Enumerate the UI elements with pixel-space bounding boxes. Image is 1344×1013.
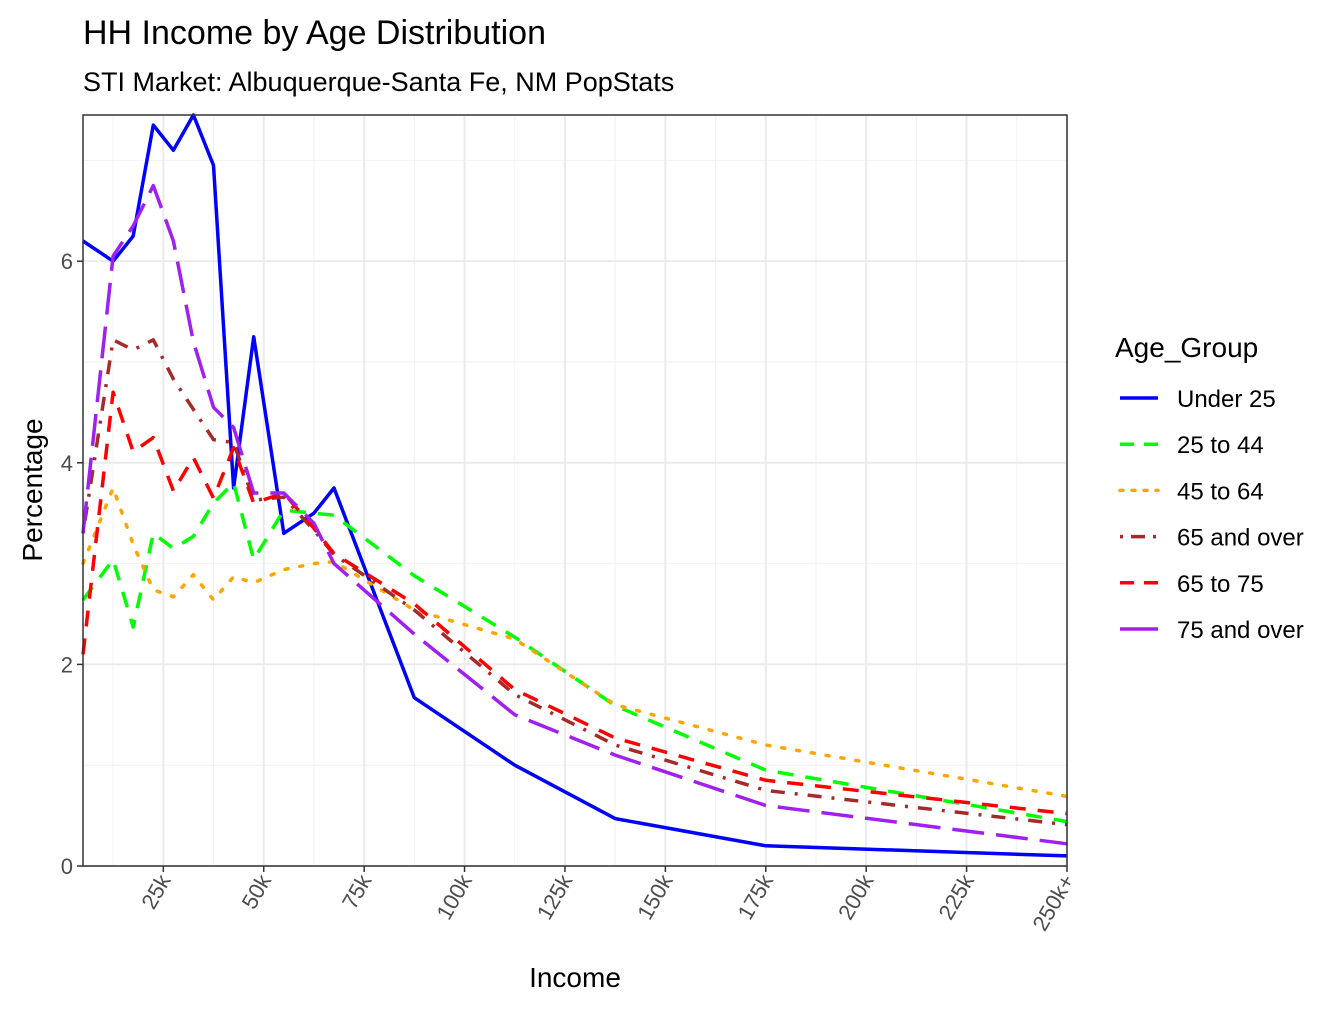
legend-label: Under 25 (1177, 386, 1276, 413)
x-tick-label: 250k+ (1027, 870, 1079, 935)
y-tick-label: 2 (61, 652, 73, 677)
x-tick-label: 75k (337, 869, 377, 913)
y-tick-label: 0 (61, 854, 73, 879)
legend-label: 75 and over (1177, 617, 1304, 644)
x-tick-label: 100k (431, 869, 477, 924)
series-line-75-and-over (81, 183, 1068, 846)
series-line-65-to-75 (81, 390, 1068, 816)
legend: Age_Group Under 25 25 to 44 45 to 64 65 and… (1115, 332, 1304, 644)
x-tick-label: 150k (632, 869, 678, 924)
x-tick-label: 125k (532, 869, 578, 924)
plot-panel-border (82, 114, 1068, 867)
legend-label: 25 to 44 (1177, 432, 1264, 459)
x-tick-label: 200k (833, 869, 879, 924)
series-lines (81, 113, 1069, 858)
x-tick-label: 175k (733, 869, 779, 924)
series-line-under-25 (82, 113, 1068, 858)
chart-title: HH Income by Age Distribution (83, 14, 546, 52)
x-tick-label: 25k (136, 869, 176, 913)
grid (83, 115, 1068, 867)
chart-subtitle: STI Market: Albuquerque-Santa Fe, NM Pop… (83, 67, 674, 97)
legend-label: 45 to 64 (1177, 478, 1264, 505)
series-line-45-to-64 (81, 486, 1069, 799)
y-tick-label: 4 (61, 451, 73, 476)
x-tick-label: 50k (237, 869, 277, 913)
y-tick-label: 6 (61, 249, 73, 274)
legend-label: 65 to 75 (1177, 571, 1264, 598)
x-axis-label: Income (529, 962, 621, 993)
legend-label: 65 and over (1177, 525, 1304, 552)
y-axis-label: Percentage (17, 418, 48, 561)
legend-title: Age_Group (1115, 332, 1258, 363)
x-tick-label: 225k (933, 869, 979, 924)
